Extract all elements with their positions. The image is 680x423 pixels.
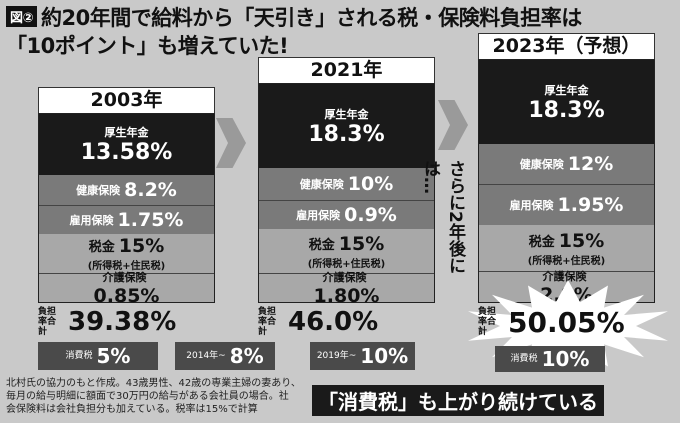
value-tax: 15% [558, 229, 605, 252]
value-care: 1.80% [313, 285, 380, 307]
segment-tax: 税金 15% (所得税+住民税) [39, 233, 214, 273]
year-label-2023: 2023年（予想） [478, 33, 655, 60]
total-2021: 負担率合計 46.0% [258, 307, 379, 337]
value-pension: 18.3% [308, 121, 385, 147]
value-employment: 0.9% [344, 204, 397, 226]
arrow-right-icon [216, 118, 246, 168]
consumption-tax-2021: 2014年~ 8% [175, 342, 275, 370]
segment-tax: 税金 15% (所得税+住民税) [259, 229, 434, 273]
value-care: 0.85% [93, 285, 160, 307]
consumption-tax-2003: 消費税 5% [38, 342, 158, 370]
value-pension: 13.58% [80, 140, 173, 166]
title-line-2: 「10ポイント」も増えていた! [6, 34, 289, 58]
value-health: 12% [567, 153, 614, 175]
title-line-1: 図② 約20年間で給料から「天引き」される税・保険料負担率は [6, 2, 582, 32]
segment-employment: 雇用保険 0.9% [259, 200, 434, 229]
segment-care: 介護保険 1.80% [259, 271, 434, 307]
year-label-2003: 2003年 [38, 87, 215, 114]
segment-health: 健康保険 12% [479, 144, 654, 184]
value-employment: 1.75% [117, 208, 184, 231]
arrow-caption: さらに2年後には… [420, 160, 465, 274]
total-value-2023: 50.05% [508, 305, 625, 339]
value-tax: 15% [338, 232, 385, 255]
value-employment: 1.95% [557, 194, 624, 216]
stack-2023: 厚生年金 18.3% 健康保険 12% 雇用保険 1.95% 税金 15% (所得… [478, 59, 655, 306]
segment-pension: 厚生年金 13.58% [39, 114, 214, 176]
segment-health: 健康保険 8.2% [39, 175, 214, 205]
segment-pension: 厚生年金 18.3% [479, 60, 654, 144]
segment-employment: 雇用保険 1.95% [479, 184, 654, 225]
arrow-right-icon [438, 100, 468, 150]
value-tax: 15% [118, 234, 165, 257]
segment-tax: 税金 15% (所得税+住民税) [479, 225, 654, 271]
total-value-2003: 39.38% [68, 307, 177, 337]
consumption-tax-2023: 消費税 10% [495, 346, 605, 372]
segment-health: 健康保険 10% [259, 168, 434, 200]
segment-employment: 雇用保険 1.75% [39, 204, 214, 234]
value-health: 10% [347, 173, 394, 195]
consumption-tax-2021-2019: 2019年~ 10% [310, 342, 415, 370]
value-pension: 18.3% [528, 97, 605, 123]
stack-2003: 厚生年金 13.58% 健康保険 8.2% 雇用保険 1.75% 税金 15% (… [38, 113, 215, 307]
footnote: 北村氏の協力のもと作成。43歳男性、42歳の専業主婦の妻あり、 毎月の給与明細に… [6, 378, 301, 415]
stack-2021: 厚生年金 18.3% 健康保険 10% 雇用保険 0.9% 税金 15% (所得税… [258, 83, 435, 307]
value-health: 8.2% [124, 179, 177, 202]
figure-label: 図② [6, 6, 38, 27]
total-value-2021: 46.0% [288, 307, 379, 337]
total-2003: 負担率合計 39.38% [38, 307, 177, 337]
title-text-1: 約20年間で給料から「天引き」される税・保険料負担率は [41, 6, 582, 30]
segment-pension: 厚生年金 18.3% [259, 84, 434, 168]
consumption-tax-banner: 「消費税」も上がり続けている [312, 385, 604, 416]
year-label-2021: 2021年 [258, 57, 435, 84]
total-2023: 負担率合計 50.05% [478, 305, 625, 339]
segment-care: 介護保険 0.85% [39, 271, 214, 307]
